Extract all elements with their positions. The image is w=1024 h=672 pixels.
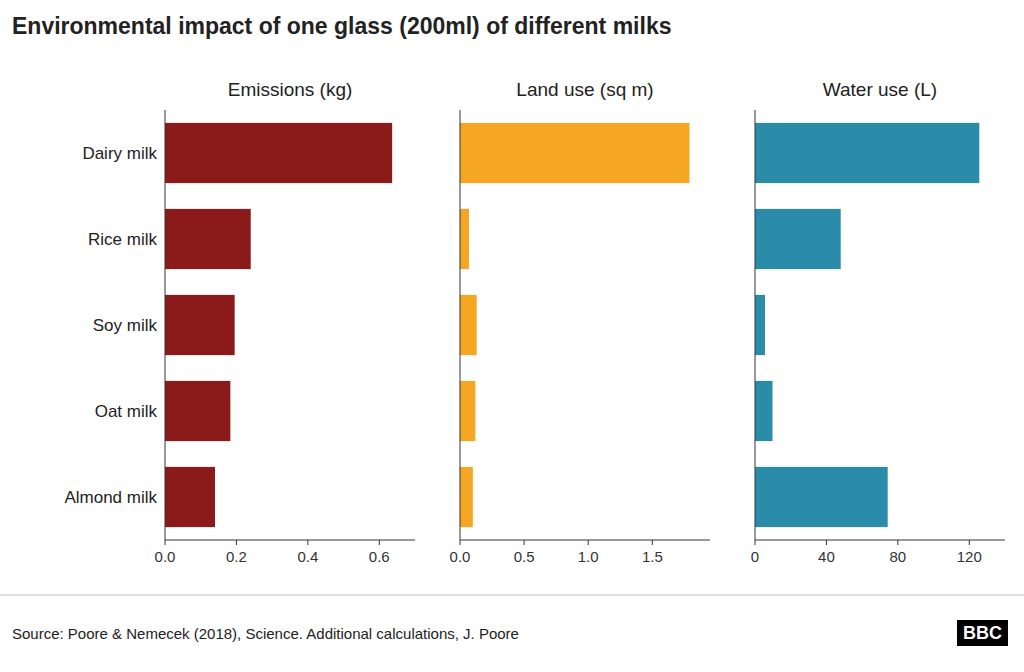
- bar: [165, 123, 392, 183]
- bar: [460, 381, 475, 441]
- x-tick: [652, 540, 653, 545]
- logo: BBC: [957, 620, 1008, 646]
- x-axis-line: [755, 540, 1005, 541]
- bar: [755, 209, 841, 269]
- x-tick: [460, 540, 461, 545]
- logo-box: [957, 620, 1008, 646]
- x-tick-label: 0.0: [450, 548, 471, 565]
- bar: [755, 295, 765, 355]
- y-axis-line: [460, 110, 461, 540]
- background: [0, 0, 1024, 672]
- category-label: Soy milk: [93, 316, 158, 335]
- panel-title: Land use (sq m): [516, 79, 653, 100]
- x-tick: [826, 540, 827, 545]
- x-tick: [969, 540, 970, 545]
- x-tick-label: 40: [818, 548, 835, 565]
- x-tick: [524, 540, 525, 545]
- panel-title: Emissions (kg): [228, 79, 353, 100]
- bar: [460, 209, 469, 269]
- x-tick: [165, 540, 166, 545]
- source-text: Source: Poore & Nemecek (2018), Science.…: [12, 625, 519, 642]
- x-tick-label: 0.2: [226, 548, 247, 565]
- x-tick: [379, 540, 380, 545]
- category-label: Almond milk: [64, 488, 157, 507]
- x-tick-label: 0.4: [297, 548, 318, 565]
- x-tick-label: 1.0: [578, 548, 599, 565]
- x-tick: [755, 540, 756, 545]
- x-tick-label: 0.6: [369, 548, 390, 565]
- x-tick-label: 0.0: [155, 548, 176, 565]
- panel: Land use (sq m) 0.0 0.5 1.0 1.5: [450, 79, 710, 565]
- x-tick-label: 80: [890, 548, 907, 565]
- bar: [165, 295, 235, 355]
- main-title: Environmental impact of one glass (200ml…: [12, 13, 671, 39]
- y-axis-line: [755, 110, 756, 540]
- x-tick: [897, 540, 898, 545]
- bar: [460, 123, 689, 183]
- bars: [755, 123, 979, 527]
- x-tick: [588, 540, 589, 545]
- bar: [165, 467, 215, 527]
- bar: [460, 467, 473, 527]
- separator: [0, 595, 1024, 596]
- x-axis-line: [460, 540, 710, 541]
- bar: [460, 295, 477, 355]
- x-tick-label: 120: [957, 548, 982, 565]
- bar: [165, 381, 230, 441]
- x-tick-label: 0: [751, 548, 759, 565]
- category-label: Rice milk: [88, 230, 157, 249]
- x-axis-line: [165, 540, 415, 541]
- y-axis-line: [165, 110, 166, 540]
- panel: Emissions (kg) Dairy milk Rice milk Soy mil…: [64, 79, 415, 565]
- bar: [755, 381, 773, 441]
- panel: Water use (L) 0 40 80 120: [751, 79, 1005, 565]
- logo-text: BBC: [963, 623, 1002, 643]
- category-label: Dairy milk: [82, 144, 157, 163]
- bar: [755, 467, 888, 527]
- category-label: Oat milk: [95, 402, 158, 421]
- x-tick: [236, 540, 237, 545]
- x-tick-label: 1.5: [642, 548, 663, 565]
- x-tick-label: 0.5: [514, 548, 535, 565]
- bars: [165, 123, 392, 527]
- x-tick: [307, 540, 308, 545]
- bar: [755, 123, 979, 183]
- bars: [460, 123, 689, 527]
- chart-root: Environmental impact of one glass (200ml…: [0, 0, 1024, 672]
- bar: [165, 209, 251, 269]
- panel-title: Water use (L): [823, 79, 937, 100]
